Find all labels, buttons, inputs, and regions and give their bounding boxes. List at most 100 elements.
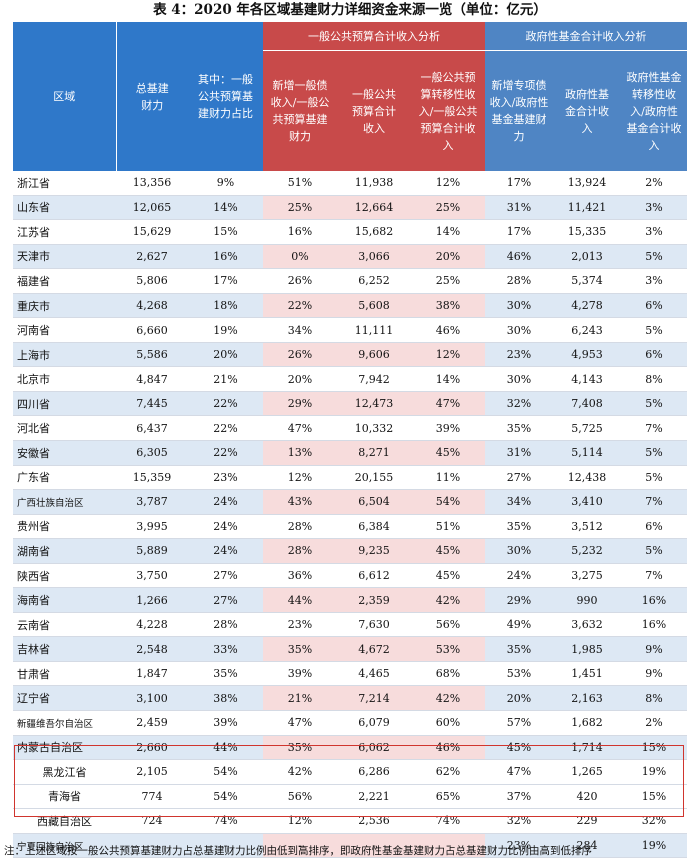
table-row: 河北省 6,437 22% 47% 10,332 39% 35% 5,725 7% (13, 415, 688, 442)
header-fund-transfer: 政府性基金转移性收入/政府性基金合计收入 (621, 50, 688, 171)
cell-region: 黑龙江省 (13, 759, 116, 785)
cell-region: 北京市 (13, 366, 116, 392)
cell-total: 4,268 (116, 293, 188, 319)
table-row: 江苏省 15,629 15% 16% 15,682 14% 17% 15,335 3% (13, 219, 688, 245)
cell-region: 贵州省 (13, 514, 116, 540)
cell-share: 18% (188, 293, 263, 319)
cell-fund-special-debt: 31% (485, 195, 553, 221)
cell-fund-transfer: 7% (621, 563, 688, 589)
cell-general-total: 7,942 (337, 366, 411, 392)
cell-region: 广东省 (13, 465, 116, 491)
cell-fund-transfer: 5% (621, 465, 688, 491)
cell-fund-transfer: 8% (621, 685, 688, 712)
table-row: 黑龙江省 2,105 54% 42% 6,286 62% 47% 1,265 19% (13, 759, 688, 785)
cell-general-transfer: 65% (411, 784, 485, 810)
cell-general-new-debt: 36% (263, 563, 337, 589)
cell-fund-transfer: 6% (621, 342, 688, 368)
cell-region: 吉林省 (13, 636, 116, 662)
cell-general-total: 6,384 (337, 514, 411, 540)
cell-total: 5,806 (116, 268, 188, 294)
cell-share: 24% (188, 538, 263, 564)
table-row: 天津市 2,627 16% 0% 3,066 20% 46% 2,013 5% (13, 244, 688, 270)
cell-fund-total: 2,163 (553, 685, 621, 712)
cell-general-total: 7,214 (337, 685, 411, 712)
cell-general-transfer: 56% (411, 612, 485, 638)
financing-table: 区域 总基建财力 其中：一般公共预算基建财力占比 一般公共预算合计收入分析 政府… (13, 22, 688, 859)
cell-fund-transfer: 5% (621, 244, 688, 270)
cell-fund-total: 15,335 (553, 219, 621, 245)
cell-share: 15% (188, 219, 263, 245)
cell-region: 青海省 (13, 784, 116, 810)
cell-region: 辽宁省 (13, 685, 116, 712)
cell-general-transfer: 12% (411, 342, 485, 368)
cell-total: - (116, 833, 188, 859)
cell-general-transfer: 20% (411, 244, 485, 270)
cell-general-transfer: 53% (411, 636, 485, 662)
cell-fund-total: 1,714 (553, 735, 621, 761)
cell-fund-transfer: 3% (621, 219, 688, 245)
cell-fund-total: 12,438 (553, 465, 621, 491)
cell-general-transfer: 62% (411, 759, 485, 785)
cell-fund-transfer: 5% (621, 440, 688, 466)
cell-total: 6,305 (116, 440, 188, 466)
cell-share: 27% (188, 563, 263, 589)
cell-fund-total: 1,265 (553, 759, 621, 785)
table-row: 北京市 4,847 21% 20% 7,942 14% 30% 4,143 8% (13, 366, 688, 392)
cell-fund-special-debt: 35% (485, 415, 553, 442)
cell-share: 19% (188, 317, 263, 343)
cell-total: 1,847 (116, 661, 188, 687)
table-row: 陕西省 3,750 27% 36% 6,612 45% 24% 3,275 7% (13, 563, 688, 589)
cell-general-transfer: 39% (411, 415, 485, 442)
cell-fund-special-debt: 35% (485, 514, 553, 540)
header-share: 其中：一般公共预算基建财力占比 (188, 22, 263, 171)
table-note: 注：上述区域按一般公共预算基建财力占总基建财力比例由低到高排序，即政府性基金基建… (4, 845, 592, 857)
cell-share: 54% (188, 759, 263, 785)
cell-fund-total: 5,232 (553, 538, 621, 564)
cell-fund-special-debt: 31% (485, 440, 553, 466)
cell-general-total: 2,536 (337, 808, 411, 834)
cell-share: 20% (188, 342, 263, 368)
cell-total: 5,889 (116, 538, 188, 564)
cell-general-total: 15,682 (337, 219, 411, 245)
cell-region: 广西壮族自治区 (13, 489, 116, 515)
cell-fund-special-debt: 47% (485, 759, 553, 785)
cell-general-transfer: 25% (411, 268, 485, 294)
cell-fund-transfer: 15% (621, 735, 688, 761)
cell-fund-total: 3,410 (553, 489, 621, 515)
cell-general-new-debt: 47% (263, 710, 337, 736)
cell-fund-transfer: 6% (621, 293, 688, 319)
cell-general-total: 3,066 (337, 244, 411, 270)
cell-general-total: 7,630 (337, 612, 411, 638)
cell-general-new-debt: 20% (263, 366, 337, 392)
header-fund-special-debt: 新增专项债收入/政府性基金基建财力 (485, 50, 553, 171)
cell-fund-special-debt: 27% (485, 465, 553, 491)
cell-fund-special-debt: 32% (485, 391, 553, 417)
cell-total: 15,629 (116, 219, 188, 245)
cell-region: 天津市 (13, 244, 116, 270)
cell-fund-transfer: 2% (621, 710, 688, 736)
cell-share: 22% (188, 440, 263, 466)
cell-general-new-debt: 26% (263, 268, 337, 294)
cell-total: 13,356 (116, 171, 188, 196)
table-row: 广东省 15,359 23% 12% 20,155 11% 27% 12,438 5% (13, 465, 688, 491)
cell-fund-special-debt: 23% (485, 342, 553, 368)
cell-general-new-debt: 12% (263, 808, 337, 834)
cell-fund-transfer: 9% (621, 661, 688, 687)
cell-general-total: 8,271 (337, 440, 411, 466)
cell-region: 山东省 (13, 195, 116, 221)
header-total: 总基建财力 (116, 22, 188, 171)
cell-general-transfer: 54% (411, 489, 485, 515)
table-row: 山东省 12,065 14% 25% 12,664 25% 31% 11,421 3% (13, 195, 688, 221)
cell-share: 17% (188, 268, 263, 294)
cell-fund-transfer: 16% (621, 587, 688, 613)
table-row: 浙江省 13,356 9% 51% 11,938 12% 17% 13,924 2% (13, 171, 688, 196)
cell-region: 云南省 (13, 612, 116, 638)
cell-share: 27% (188, 587, 263, 613)
cell-region: 浙江省 (13, 171, 116, 196)
cell-general-new-debt: 29% (263, 391, 337, 417)
cell-fund-total: 1,682 (553, 710, 621, 736)
cell-total: 3,787 (116, 489, 188, 515)
cell-fund-special-debt: 17% (485, 171, 553, 196)
cell-fund-transfer: 15% (621, 784, 688, 810)
cell-general-total: 6,062 (337, 735, 411, 761)
